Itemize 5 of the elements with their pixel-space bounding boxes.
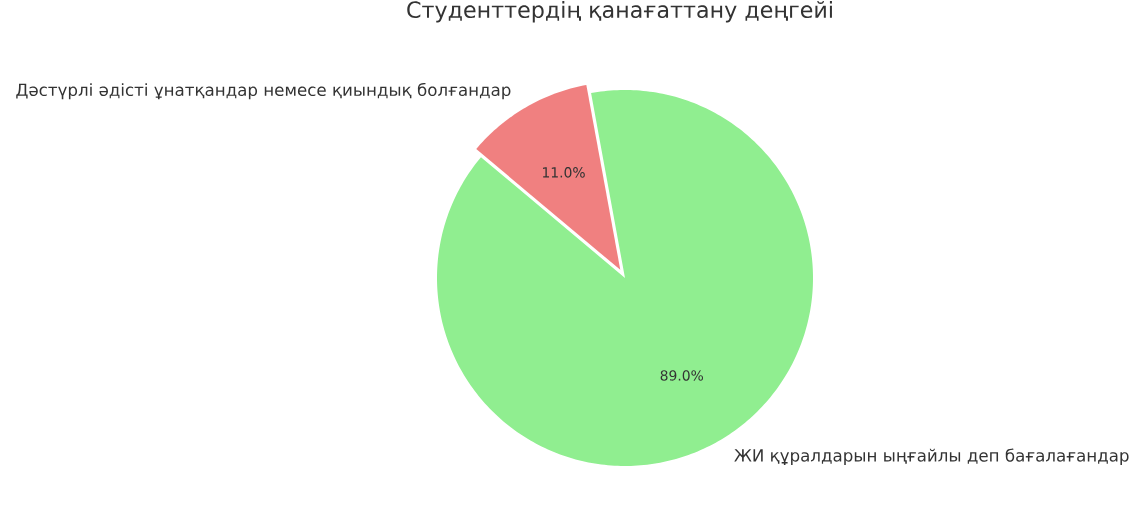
- slice-label: ЖИ құралдарын ыңғайлы деп бағалағандар: [734, 448, 1129, 465]
- slice-label: Дәстүрлі әдісті ұнатқандар немесе қиындық болғандар: [16, 82, 511, 100]
- chart-title: Студенттердің қанағаттану деңгейі: [407, 0, 832, 23]
- data-label: 89.0%: [660, 370, 704, 381]
- data-label: 11.0%: [543, 167, 585, 178]
